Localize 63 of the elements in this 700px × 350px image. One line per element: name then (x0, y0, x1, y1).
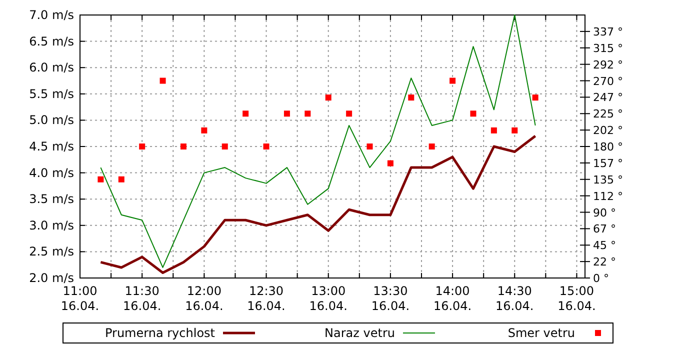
y-tick-label: 4.0 m/s (29, 166, 74, 180)
y-tick-label: 6.5 m/s (29, 34, 74, 48)
x-tick-label: 11:30 16.04. (123, 284, 162, 313)
y-tick-label: 2.0 m/s (29, 271, 74, 285)
x-tick-label: 13:30 16.04. (371, 284, 410, 313)
point (366, 144, 373, 150)
point (118, 176, 124, 182)
x-tick-label: 12:30 16.04. (247, 284, 286, 313)
point (160, 78, 166, 84)
point (470, 110, 476, 117)
legend-label: Prumerna rychlost (104, 326, 216, 340)
x-tick-label: 14:00 16.04. (433, 284, 472, 313)
y2-tick-label: 292 ° (593, 58, 623, 72)
point (304, 110, 311, 117)
y-tick-label: 5.5 m/s (29, 86, 74, 101)
y2-tick-label: 22 ° (593, 256, 616, 269)
legend-label: Naraz vetru (324, 326, 395, 340)
y2-tick-label: 270 ° (593, 74, 623, 88)
y2-tick-label: 337 ° (593, 25, 623, 38)
x-tick-label: 14:30 16.04. (496, 284, 534, 313)
point (180, 144, 186, 150)
legend-label: Smer vetru (508, 326, 575, 340)
y2-tick-label: 180 ° (593, 140, 623, 154)
y2-tick-label: 45 ° (593, 239, 616, 252)
y-tick-label: 6.0 m/s (29, 60, 74, 75)
y2-tick-label: 202 ° (593, 124, 623, 138)
y2-tick-label: 157 ° (593, 156, 623, 170)
y2-tick-label: 67 ° (593, 222, 616, 236)
point (98, 176, 104, 182)
point (532, 94, 538, 101)
y2-tick-label: 90 ° (593, 206, 616, 220)
point (490, 127, 497, 134)
y2-tick-label: 247 ° (593, 91, 623, 104)
point (428, 144, 435, 150)
point (346, 110, 352, 117)
y-tick-label: 3.0 m/s (29, 218, 74, 232)
y2-tick-label: 225 ° (593, 108, 623, 121)
x-tick-label: 13:00 16.04. (309, 284, 348, 313)
point (512, 127, 518, 134)
y2-tick-label: 315 ° (593, 42, 623, 55)
x-tick-label: 15:00 16.04. (558, 284, 596, 313)
point (222, 144, 228, 150)
point (408, 94, 414, 101)
y2-tick-label: 0 ° (593, 272, 609, 285)
y2-tick-label: 112 ° (593, 190, 623, 203)
y2-tick-label: 135 ° (593, 173, 623, 186)
line-series (100, 14, 536, 268)
line-series (99, 134, 537, 274)
point (139, 144, 146, 150)
point (242, 110, 249, 117)
x-tick-label: 12:00 16.04. (185, 284, 224, 313)
point (201, 127, 208, 134)
y-tick-label: 4.5 m/s (29, 140, 74, 154)
y-tick-label: 5.0 m/s (29, 113, 74, 128)
x-tick-label: 11:00 16.04. (60, 284, 100, 313)
y-tick-label: 7.0 m/s (29, 8, 74, 22)
point (387, 160, 394, 166)
y-tick-label: 3.5 m/s (29, 192, 74, 206)
point (325, 94, 332, 101)
point (263, 144, 270, 150)
y-tick-label: 2.5 m/s (29, 244, 74, 259)
point (450, 78, 456, 84)
point (284, 110, 290, 117)
